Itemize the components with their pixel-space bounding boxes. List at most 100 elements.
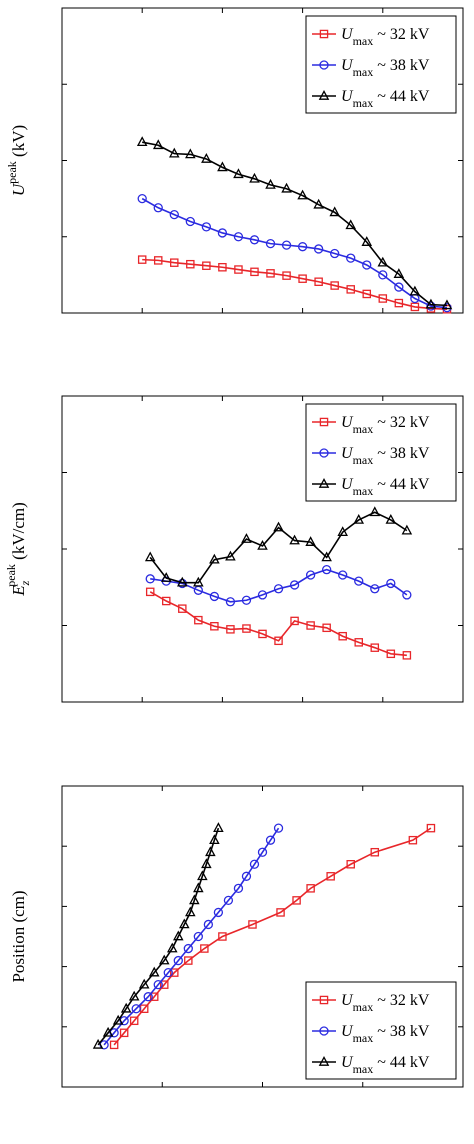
- legend-entry: Umax ~ 32 kV: [341, 992, 430, 1014]
- data-point: [377, 256, 389, 267]
- data-point: [102, 1026, 114, 1037]
- data-point: [265, 835, 276, 845]
- data-point: [92, 1038, 104, 1049]
- data-point: [402, 651, 412, 660]
- legend-entry: Umax ~ 38 kV: [341, 57, 430, 79]
- series-1: [145, 565, 412, 607]
- data-point: [354, 576, 364, 586]
- data-point: [137, 193, 147, 204]
- data-point: [128, 990, 140, 1001]
- data-point: [185, 148, 196, 159]
- data-point: [298, 274, 307, 283]
- data-point: [209, 591, 220, 602]
- data-point: [153, 256, 163, 265]
- data-point: [354, 638, 363, 647]
- data-point: [322, 623, 331, 633]
- data-point: [166, 942, 178, 953]
- data-point: [241, 595, 252, 605]
- series-line: [149, 511, 408, 584]
- legend: Umax ~ 32 kV Umax ~ 38 kV Umax ~ 44 kV: [305, 981, 457, 1080]
- data-point: [193, 576, 204, 587]
- data-point: [313, 198, 324, 209]
- data-point: [378, 294, 388, 303]
- data-point: [179, 918, 190, 929]
- data-point: [408, 835, 418, 845]
- y-axis-label: Ezpeak (kV/cm): [4, 502, 32, 597]
- series-line: [142, 258, 447, 310]
- data-point: [209, 553, 220, 564]
- legend-marker: [318, 478, 330, 488]
- data-point: [425, 298, 437, 309]
- data-point: [148, 966, 160, 977]
- series-line: [141, 197, 448, 309]
- data-point: [197, 870, 208, 881]
- data-point: [193, 931, 203, 942]
- data-point: [305, 570, 316, 580]
- data-point: [345, 219, 357, 230]
- data-point: [170, 968, 179, 977]
- data-point: [249, 235, 260, 245]
- data-point: [112, 1014, 124, 1025]
- data-point: [160, 980, 169, 989]
- data-point: [202, 261, 211, 270]
- data-point: [248, 920, 257, 929]
- data-point: [138, 978, 150, 989]
- legend-marker: [319, 60, 329, 70]
- data-point: [362, 260, 372, 270]
- data-point: [257, 590, 268, 600]
- data-point: [441, 299, 453, 310]
- legend-entry: Umax ~ 38 kV: [341, 445, 430, 467]
- data-point: [282, 271, 291, 280]
- data-point: [370, 643, 380, 652]
- data-point: [346, 253, 356, 263]
- data-point: [218, 932, 227, 941]
- data-point: [225, 550, 236, 561]
- data-point: [201, 222, 212, 232]
- data-point: [145, 574, 155, 584]
- data-point: [306, 621, 315, 630]
- data-point: [149, 992, 159, 1001]
- data-point: [265, 238, 276, 249]
- series-2: [144, 506, 413, 587]
- data-point: [289, 534, 300, 545]
- data-point: [292, 896, 301, 905]
- series-line: [113, 827, 432, 1046]
- data-point: [337, 526, 348, 537]
- series-1: [99, 823, 284, 1050]
- data-point: [330, 281, 339, 290]
- y-axis-label: Upeak (kV): [5, 125, 28, 196]
- data-point: [402, 590, 412, 600]
- data-point: [305, 536, 316, 546]
- series-1: [137, 193, 452, 313]
- data-point: [178, 604, 187, 613]
- data-point: [274, 636, 283, 646]
- data-point: [394, 282, 404, 292]
- data-point: [370, 847, 380, 857]
- data-point: [281, 182, 292, 193]
- data-point: [169, 209, 179, 220]
- legend-marker: [318, 1056, 330, 1066]
- data-point: [338, 570, 348, 580]
- data-point: [409, 285, 421, 296]
- data-point: [131, 1004, 141, 1014]
- data-point: [326, 872, 335, 881]
- data-point: [257, 539, 268, 550]
- data-point: [184, 956, 193, 965]
- data-point: [290, 616, 299, 626]
- legend: Umax ~ 32 kV Umax ~ 38 kV Umax ~ 44 kV: [305, 403, 457, 502]
- legend: Umax ~ 32 kV Umax ~ 38 kV Umax ~ 44 kV: [305, 15, 457, 114]
- data-point: [250, 267, 259, 277]
- series-line: [103, 827, 280, 1046]
- data-point: [163, 967, 173, 978]
- data-point: [162, 596, 171, 606]
- data-point: [153, 203, 163, 213]
- data-point: [109, 1040, 119, 1050]
- data-point: [200, 944, 209, 953]
- data-point: [362, 289, 372, 299]
- data-point: [158, 954, 170, 965]
- data-point: [322, 565, 332, 575]
- data-point: [426, 823, 436, 833]
